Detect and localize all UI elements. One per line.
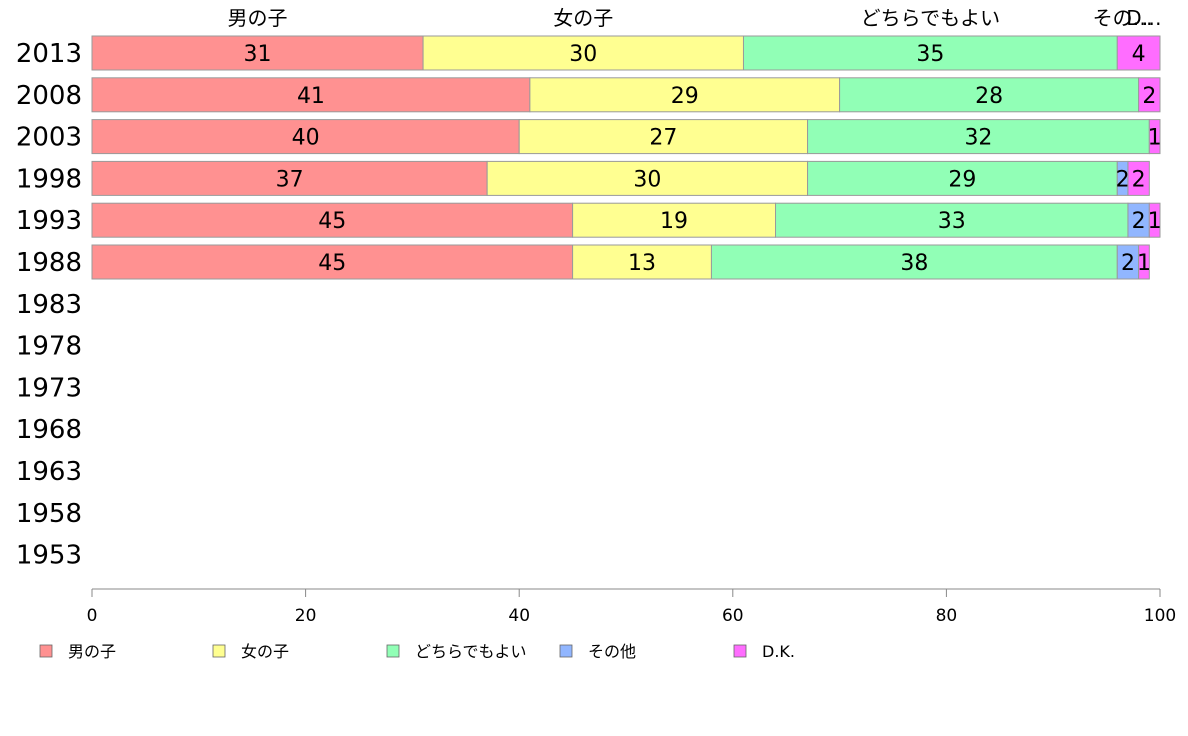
year-label-2013: 2013 xyxy=(16,39,82,69)
data-label-2013-2: 30 xyxy=(569,42,597,67)
data-label-1988-1: 45 xyxy=(318,251,346,276)
data-label-1998-3: 29 xyxy=(948,167,976,192)
data-label-2008-2: 29 xyxy=(671,84,699,109)
year-label-1953: 1953 xyxy=(16,541,82,571)
legend-swatch-5 xyxy=(733,644,747,658)
bar-segment-1993-3 xyxy=(775,202,1129,238)
x-tick-label-0: 0 xyxy=(87,606,98,626)
bar-segment-1988-5 xyxy=(1138,244,1150,280)
legend-swatch-1 xyxy=(39,644,53,658)
data-label-1993-5: 1 xyxy=(1148,209,1162,234)
bar-segment-2008-3 xyxy=(839,77,1140,113)
top-label-3: どちらでもよい xyxy=(861,6,1000,30)
data-label-1988-5: 1 xyxy=(1137,251,1151,276)
top-label-5: D… xyxy=(1126,6,1161,30)
bar-segment-1998-2 xyxy=(486,160,809,196)
bars: 31 30 35 441 29 28 240 27 32 137 30 29 2 245 19 33 2 145 1… xyxy=(91,35,1162,280)
top-label-1: 男の子 xyxy=(228,6,288,30)
x-tick-label-100: 100 xyxy=(1144,606,1176,626)
data-label-1998-5: 2 xyxy=(1132,167,1146,192)
data-label-2003-5: 1 xyxy=(1148,126,1162,151)
data-label-1993-3: 33 xyxy=(938,209,966,234)
bar-segment-2003-1 xyxy=(91,119,520,155)
x-tick-label-20: 20 xyxy=(295,606,317,626)
data-label-2013-3: 35 xyxy=(916,42,944,67)
bar-segment-2003-5 xyxy=(1148,119,1161,155)
top-label-4: その… xyxy=(1093,6,1153,30)
legend-label-3: どちらでもよい xyxy=(415,642,527,661)
x-tick-label-80: 80 xyxy=(936,606,958,626)
bar-segment-1993-1 xyxy=(91,202,574,238)
year-label-2008: 2008 xyxy=(16,81,82,111)
bar-segment-1993-5 xyxy=(1148,202,1161,238)
data-label-1993-1: 45 xyxy=(318,209,346,234)
year-label-1988: 1988 xyxy=(16,248,82,278)
year-label-1973: 1973 xyxy=(16,373,82,403)
bar-segment-1988-3 xyxy=(710,244,1118,280)
bar-segment-2013-2 xyxy=(422,35,744,71)
data-label-1993-2: 19 xyxy=(660,209,688,234)
legend-swatch-2 xyxy=(212,644,226,658)
data-label-2008-5: 2 xyxy=(1142,84,1156,109)
data-label-1993-4: 2 xyxy=(1132,209,1146,234)
bar-segment-2013-3 xyxy=(742,35,1118,71)
bar-segment-1988-2 xyxy=(572,244,712,280)
bar-segment-1998-1 xyxy=(91,160,488,196)
bar-segment-1988-1 xyxy=(91,244,574,280)
bar-segment-1993-2 xyxy=(572,202,777,238)
year-label-1958: 1958 xyxy=(16,499,82,529)
data-label-2003-1: 40 xyxy=(292,126,320,151)
top-labels: 男の子 女の子 どちらでもよい その…D… xyxy=(228,6,1162,30)
legend-label-1: 男の子 xyxy=(68,642,116,661)
data-label-2003-3: 32 xyxy=(964,126,992,151)
year-label-1963: 1963 xyxy=(16,457,82,487)
x-tick-label-60: 60 xyxy=(722,606,744,626)
x-axis: 0 20 40 60 80 100 xyxy=(87,588,1176,626)
bar-segment-1998-5 xyxy=(1127,160,1150,196)
bar-segment-2003-2 xyxy=(518,119,809,155)
legend: 男の子 女の子 どちらでもよい その他 D.K. xyxy=(39,642,795,661)
bar-segment-2008-1 xyxy=(91,77,531,113)
year-label-1998: 1998 xyxy=(16,164,82,194)
year-label-1983: 1983 xyxy=(16,290,82,320)
year-labels: 2013 2008 2003 1998 1993 1988 1983 1978 1973 1968… xyxy=(16,39,82,571)
data-label-2008-1: 41 xyxy=(297,84,325,109)
data-label-1988-3: 38 xyxy=(900,251,928,276)
legend-swatch-4 xyxy=(559,644,573,658)
data-label-1988-4: 2 xyxy=(1121,251,1135,276)
bar-segment-2013-1 xyxy=(91,35,424,71)
legend-label-2: 女の子 xyxy=(241,642,289,661)
data-label-1988-2: 13 xyxy=(628,251,656,276)
year-label-1968: 1968 xyxy=(16,415,82,445)
legend-swatch-3 xyxy=(386,644,400,658)
bar-segment-2008-2 xyxy=(529,77,841,113)
top-label-2: 女の子 xyxy=(553,6,613,30)
data-label-2008-3: 28 xyxy=(975,84,1003,109)
data-label-1998-2: 30 xyxy=(633,167,661,192)
legend-label-4: その他 xyxy=(588,642,636,661)
bar-segment-2013-5 xyxy=(1116,35,1161,71)
bar-segment-2003-3 xyxy=(807,119,1150,155)
x-tick-label-40: 40 xyxy=(508,606,530,626)
bar-segment-1998-3 xyxy=(807,160,1118,196)
data-label-2013-1: 31 xyxy=(244,42,272,67)
year-label-1978: 1978 xyxy=(16,332,82,362)
data-label-2013-5: 4 xyxy=(1132,42,1146,67)
data-label-1998-1: 37 xyxy=(276,167,304,192)
legend-label-5: D.K. xyxy=(762,642,795,661)
year-label-1993: 1993 xyxy=(16,206,82,236)
data-label-1998-4: 2 xyxy=(1116,167,1130,192)
year-label-2003: 2003 xyxy=(16,123,82,153)
data-label-2003-2: 27 xyxy=(649,126,677,151)
bar-segment-2008-5 xyxy=(1138,77,1161,113)
